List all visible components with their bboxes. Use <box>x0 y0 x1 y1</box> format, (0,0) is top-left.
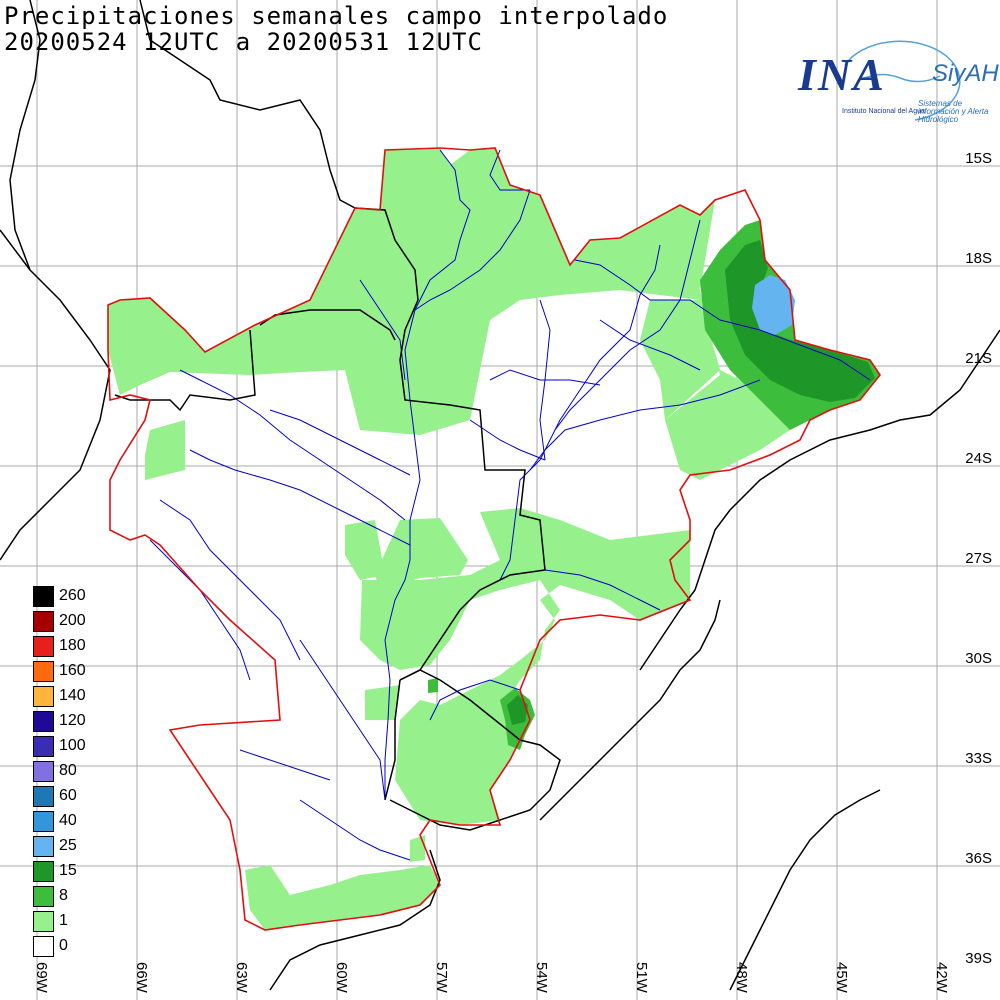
legend-item: 180 <box>33 636 113 658</box>
legend-swatch <box>33 811 54 832</box>
legend-item: 80 <box>33 761 113 783</box>
lat-label-18s: 18S <box>965 250 992 267</box>
precip-25mm-area <box>752 275 795 335</box>
legend-label: 25 <box>59 837 77 854</box>
lon-label-51w: 51W <box>633 962 650 993</box>
legend-label: 0 <box>59 937 68 954</box>
lat-label-24s: 24S <box>965 450 992 467</box>
legend-swatch <box>33 736 54 757</box>
lat-label-36s: 36S <box>965 850 992 867</box>
legend-item: 15 <box>33 861 113 883</box>
logo-subtitle-institute: Instituto Nacional del Agua <box>842 108 925 115</box>
lon-label-66w: 66W <box>133 962 150 993</box>
legend-label: 8 <box>59 887 68 904</box>
legend-swatch <box>33 761 54 782</box>
legend-item: 8 <box>33 886 113 908</box>
logo-swoosh <box>844 40 961 121</box>
lon-label-48w: 48W <box>733 962 750 993</box>
legend-label: 260 <box>59 587 86 604</box>
lon-label-63w: 63W <box>233 962 250 993</box>
legend-item: 40 <box>33 811 113 833</box>
legend-item: 120 <box>33 711 113 733</box>
lon-label-57w: 57W <box>433 962 450 993</box>
legend-label: 140 <box>59 687 86 704</box>
legend-label: 15 <box>59 862 77 879</box>
legend-swatch <box>33 636 54 657</box>
lon-label-42w: 42W <box>933 962 950 993</box>
lon-label-60w: 60W <box>333 962 350 993</box>
legend-item: 100 <box>33 736 113 758</box>
legend-swatch <box>33 611 54 632</box>
legend-swatch <box>33 686 54 707</box>
legend-label: 100 <box>59 737 86 754</box>
legend-item: 25 <box>33 836 113 858</box>
legend-swatch <box>33 836 54 857</box>
lon-label-54w: 54W <box>533 962 550 993</box>
legend-item: 1 <box>33 911 113 933</box>
legend-label: 80 <box>59 762 77 779</box>
legend-label: 1 <box>59 912 68 929</box>
legend-swatch <box>33 911 54 932</box>
lat-label-21s: 21S <box>965 350 992 367</box>
lat-label-39s: 39S <box>965 950 992 967</box>
logo-siyah-text: SiyAH <box>932 60 999 87</box>
lon-label-45w: 45W <box>833 962 850 993</box>
legend-swatch <box>33 886 54 907</box>
legend-item: 200 <box>33 611 113 633</box>
legend-swatch <box>33 861 54 882</box>
legend-swatch <box>33 936 54 957</box>
legend-swatch <box>33 786 54 807</box>
legend-item: 160 <box>33 661 113 683</box>
map-title: Precipitaciones semanales campo interpol… <box>4 2 669 30</box>
legend-swatch <box>33 711 54 732</box>
legend-label: 60 <box>59 787 77 804</box>
river-network <box>149 149 871 861</box>
precip-1mm-area <box>108 148 790 930</box>
lat-label-27s: 27S <box>965 550 992 567</box>
lat-label-15s: 15S <box>965 150 992 167</box>
lon-label-69w: 69W <box>33 962 50 993</box>
basin-outline <box>107 147 881 931</box>
logo-subtitle-system: Sistemas de información y Alerta Hidroló… <box>918 99 989 124</box>
legend-swatch <box>33 586 54 607</box>
legend-item: 260 <box>33 586 113 608</box>
lat-label-30s: 30S <box>965 650 992 667</box>
ina-siyah-logo: INA SiyAH Instituto Nacional del Agua Si… <box>790 30 1000 130</box>
legend-item: 0 <box>33 936 113 958</box>
map-period: 20200524 12UTC a 20200531 12UTC <box>4 28 483 56</box>
legend-label: 200 <box>59 612 86 629</box>
logo-ina-text: INA <box>798 49 886 100</box>
legend-item: 60 <box>33 786 113 808</box>
legend-item: 140 <box>33 686 113 708</box>
legend-swatch <box>33 661 54 682</box>
legend-label: 160 <box>59 662 86 679</box>
legend-label: 180 <box>59 637 86 654</box>
lat-label-33s: 33S <box>965 750 992 767</box>
legend-label: 40 <box>59 812 77 829</box>
legend-label: 120 <box>59 712 86 729</box>
